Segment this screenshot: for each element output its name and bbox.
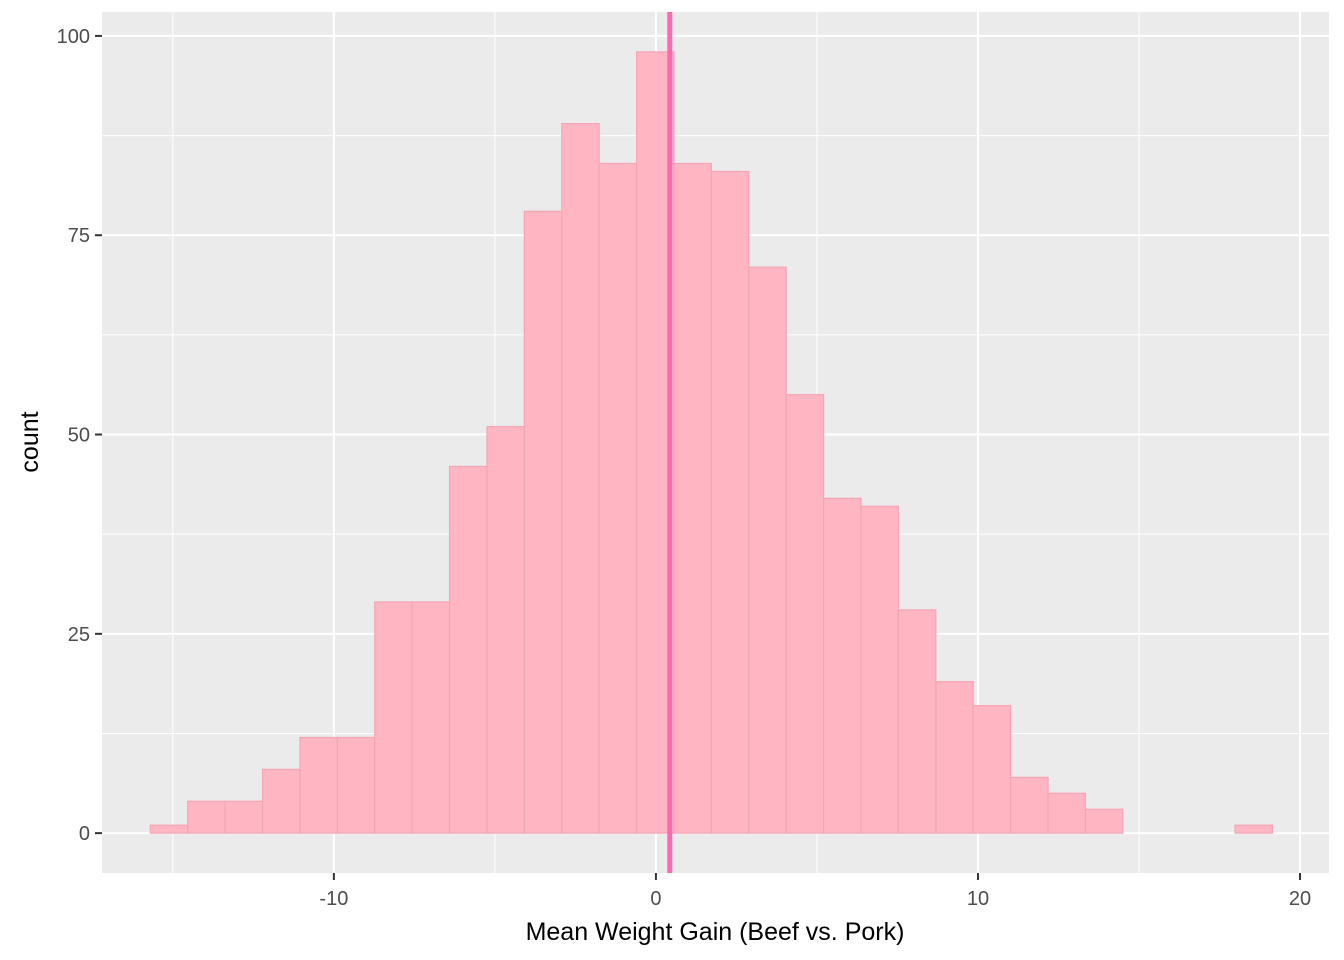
histogram-bar <box>187 800 226 834</box>
histogram-bar <box>486 425 525 834</box>
x-tick-label: -10 <box>319 888 348 910</box>
histogram-bar <box>823 497 862 834</box>
y-tick-label: 25 <box>68 624 90 646</box>
x-tick-label: 20 <box>1289 888 1311 910</box>
x-axis-title: Mean Weight Gain (Beef vs. Pork) <box>526 918 905 946</box>
histogram-bars <box>149 51 1274 834</box>
y-tick-label: 50 <box>68 425 90 447</box>
y-tick-label: 75 <box>68 225 90 247</box>
histogram-bar <box>1084 808 1124 834</box>
histogram-bar <box>1234 824 1274 834</box>
histogram-bar <box>374 601 413 834</box>
histogram-bar <box>299 736 338 834</box>
histogram-bar <box>673 162 712 834</box>
histogram-bar <box>748 266 787 834</box>
histogram-bar <box>598 162 638 834</box>
x-tick-label: 0 <box>650 888 661 910</box>
histogram-bar <box>710 170 750 834</box>
histogram-bar <box>972 704 1012 834</box>
histogram-bar <box>224 800 264 834</box>
histogram-bar <box>1010 776 1049 834</box>
histogram-bar <box>860 505 900 834</box>
histogram-bar <box>897 609 937 834</box>
x-axis-ticks: -10 0 10 20 <box>319 873 1311 910</box>
y-tick-label: 100 <box>57 26 90 48</box>
histogram-bar <box>785 394 825 834</box>
histogram-bar <box>336 736 376 834</box>
histogram-bar <box>149 824 189 834</box>
y-axis-ticks: 0 25 50 75 100 <box>57 26 102 845</box>
y-axis-title: count <box>16 411 44 472</box>
histogram-bar <box>1047 792 1087 834</box>
histogram-bar <box>561 123 600 834</box>
histogram-bar <box>261 768 301 834</box>
histogram-bar <box>448 465 488 834</box>
histogram-bar <box>935 681 974 834</box>
x-tick-label: 10 <box>967 888 989 910</box>
y-tick-label: 0 <box>79 823 90 845</box>
histogram-bar <box>411 601 451 834</box>
histogram-bar <box>523 210 563 834</box>
